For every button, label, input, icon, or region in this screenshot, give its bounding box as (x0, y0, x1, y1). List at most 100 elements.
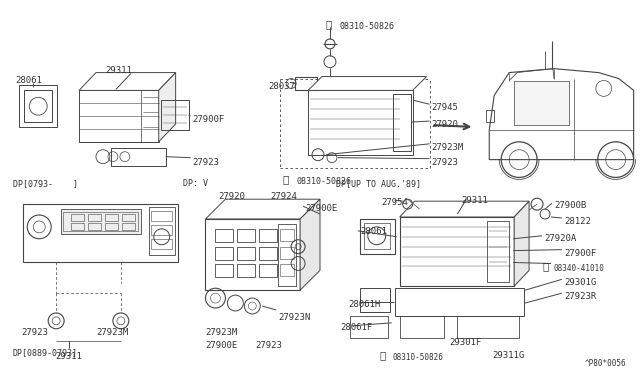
Text: ^P80*0056: ^P80*0056 (585, 359, 627, 368)
Polygon shape (300, 199, 320, 290)
Text: 28061: 28061 (360, 227, 387, 236)
Bar (458, 316, 519, 338)
Polygon shape (205, 199, 320, 219)
Bar (151, 239, 172, 248)
Bar (79, 90, 159, 142)
Text: 27923M: 27923M (96, 328, 128, 337)
Text: 27920: 27920 (431, 120, 458, 129)
Bar (350, 316, 388, 338)
Bar (308, 90, 413, 155)
Bar (393, 94, 411, 151)
Bar (486, 110, 494, 122)
Bar (259, 247, 277, 260)
Text: 29311G: 29311G (492, 350, 525, 359)
Bar (151, 225, 172, 235)
Text: 27920: 27920 (218, 192, 245, 201)
Bar (105, 223, 118, 230)
Text: 27945: 27945 (431, 103, 458, 112)
Text: 29301F: 29301F (449, 338, 482, 347)
Bar (295, 77, 317, 90)
Text: 29311: 29311 (56, 353, 83, 362)
Polygon shape (514, 201, 529, 286)
Text: 27954: 27954 (381, 198, 408, 207)
Text: 28122: 28122 (564, 217, 591, 226)
Text: 27900B: 27900B (554, 201, 586, 210)
Text: Ⓢ: Ⓢ (325, 19, 332, 29)
Bar (487, 221, 509, 282)
Text: 27923M: 27923M (431, 143, 464, 152)
Text: 28037: 28037 (268, 83, 295, 92)
Polygon shape (79, 73, 175, 90)
Text: 08310-50826: 08310-50826 (393, 353, 444, 362)
Bar (148, 207, 175, 254)
Bar (360, 288, 390, 312)
Text: 27923R: 27923R (564, 292, 596, 301)
Bar (24, 90, 52, 122)
Text: 28061H: 28061H (348, 300, 380, 309)
Text: 27923: 27923 (21, 328, 48, 337)
Text: 27923M: 27923M (205, 328, 237, 337)
Bar (105, 214, 118, 221)
Text: 28061: 28061 (15, 76, 42, 84)
Text: Ⓢ: Ⓢ (282, 174, 289, 185)
Text: Ⓢ: Ⓢ (542, 262, 548, 272)
Polygon shape (399, 201, 529, 217)
Bar (71, 214, 84, 221)
Text: 27923: 27923 (193, 158, 220, 167)
Text: 27923N: 27923N (278, 313, 310, 322)
Bar (161, 100, 189, 130)
Bar (237, 247, 255, 260)
Bar (205, 219, 300, 290)
Bar (88, 223, 101, 230)
Text: 27923: 27923 (431, 158, 458, 167)
Bar (395, 288, 524, 316)
Bar (259, 229, 277, 242)
Text: 08310-50826: 08310-50826 (296, 177, 351, 186)
Text: DP[0793-    ]: DP[0793- ] (13, 179, 78, 188)
Bar (216, 247, 234, 260)
Bar (360, 219, 395, 254)
Polygon shape (308, 77, 426, 90)
Text: 27900E: 27900E (305, 204, 337, 213)
Bar (364, 223, 390, 248)
Bar (280, 229, 294, 241)
Bar (23, 204, 178, 262)
Bar (237, 264, 255, 278)
Text: DP[0889-0793]: DP[0889-0793] (13, 348, 78, 357)
Text: 28061F: 28061F (340, 323, 372, 332)
Text: Ⓢ: Ⓢ (380, 350, 386, 360)
Bar (19, 86, 57, 127)
Bar (399, 217, 514, 286)
Text: 27920A: 27920A (544, 234, 576, 243)
Polygon shape (159, 73, 175, 142)
Bar (278, 224, 296, 286)
Bar (216, 264, 234, 278)
Bar (259, 264, 277, 278)
Bar (399, 316, 444, 338)
Text: 29311: 29311 (106, 66, 132, 75)
Bar (61, 209, 141, 234)
Bar (88, 214, 101, 221)
Bar (63, 212, 138, 231)
Bar (280, 247, 294, 259)
Text: 27900F: 27900F (193, 115, 225, 124)
Bar (151, 211, 172, 221)
Text: 08340-41010: 08340-41010 (554, 264, 605, 273)
Text: DP: V: DP: V (183, 179, 208, 188)
Text: 27900E: 27900E (205, 341, 237, 350)
Bar (71, 223, 84, 230)
Bar (514, 80, 569, 125)
Text: 27923: 27923 (255, 341, 282, 350)
Text: 27900F: 27900F (564, 248, 596, 258)
Bar (122, 214, 135, 221)
Bar (280, 264, 294, 276)
Text: DP[UP TO AUG.'89]: DP[UP TO AUG.'89] (336, 179, 421, 188)
Text: 29311: 29311 (461, 196, 488, 205)
Text: 29301G: 29301G (564, 278, 596, 287)
Bar (122, 223, 135, 230)
Bar (216, 229, 234, 242)
Text: 08310-50826: 08310-50826 (340, 22, 395, 31)
Text: 27924: 27924 (270, 192, 297, 201)
Bar (111, 148, 166, 166)
Polygon shape (489, 69, 634, 160)
